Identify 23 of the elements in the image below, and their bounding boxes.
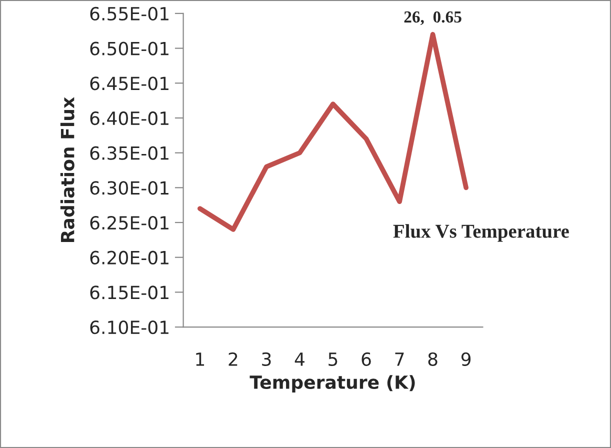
x-axis-title: Temperature (K) (250, 375, 415, 393)
y-tick-label: 6.25E-01 (90, 216, 168, 230)
x-tick-label: 6 (362, 352, 371, 366)
y-tick-label: 6.35E-01 (90, 146, 168, 160)
x-tick-label: 7 (395, 352, 404, 366)
x-tick-label: 3 (262, 352, 271, 366)
annotation: 26, 0.65 (404, 11, 462, 26)
y-tick-label: 6.10E-01 (90, 320, 168, 334)
y-tick-label: 6.50E-01 (90, 42, 168, 56)
y-tick-label: 6.40E-01 (90, 111, 168, 126)
y-tick-label: 6.15E-01 (90, 286, 168, 300)
x-tick-label: 2 (228, 352, 238, 366)
x-tick-label: 5 (328, 352, 338, 366)
x-tick-label: 4 (294, 352, 304, 366)
y-tick-label: 6.55E-01 (90, 6, 168, 21)
x-tick-label: 1 (196, 352, 204, 366)
y-tick-label: 6.20E-01 (90, 250, 168, 264)
y-axis-title: Radiation Flux (60, 97, 74, 242)
x-tick-label: 9 (461, 352, 471, 366)
y-tick-label: 6.30E-01 (90, 181, 168, 195)
text: Flux Vs Temperature (393, 224, 569, 242)
x-tick-label: 8 (428, 352, 438, 366)
y-tick-label: 6.45E-01 (90, 76, 168, 90)
